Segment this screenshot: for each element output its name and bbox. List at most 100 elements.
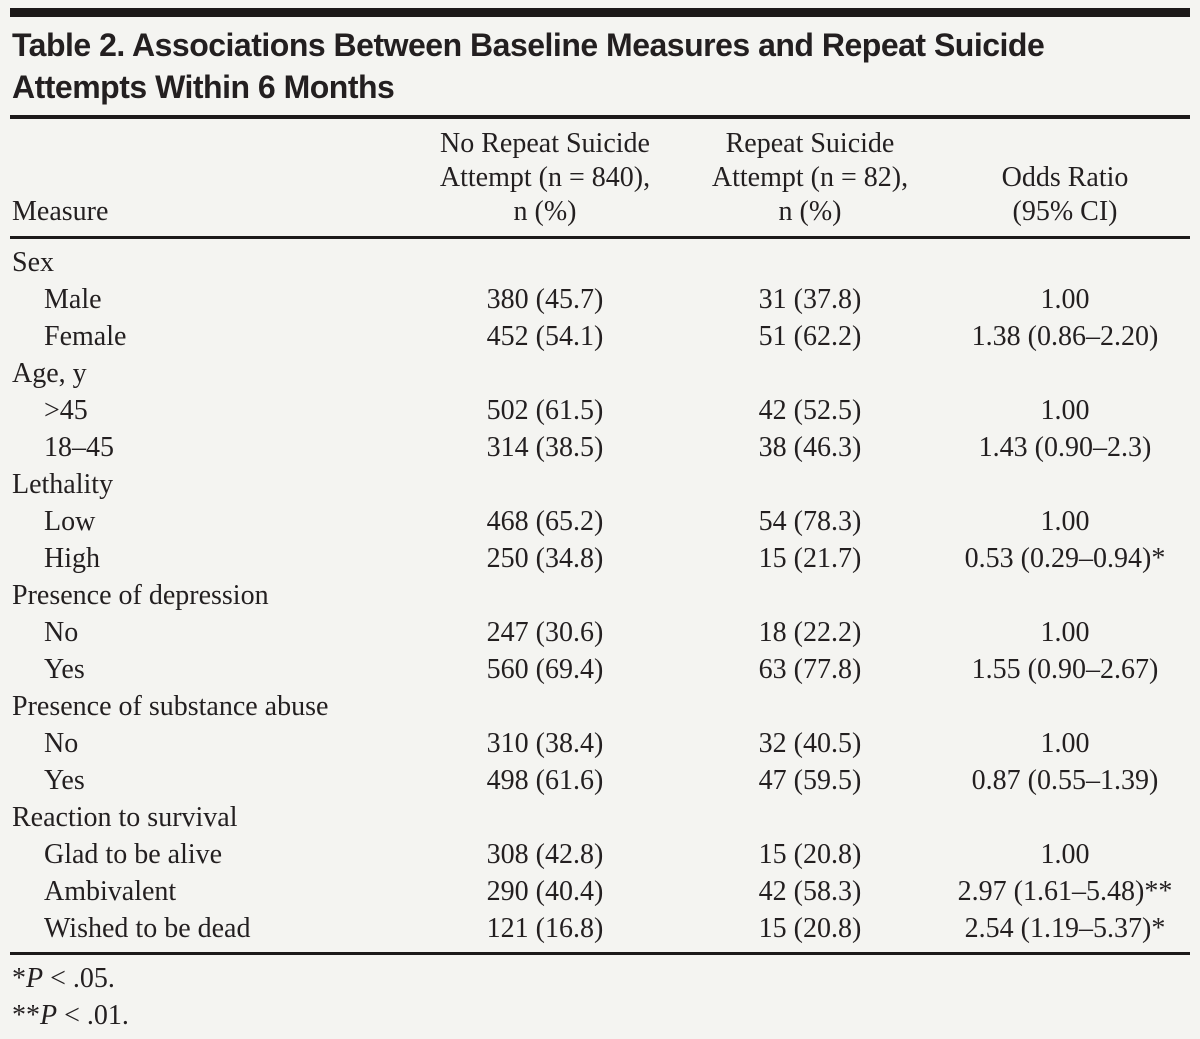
top-rule <box>10 8 1190 17</box>
footnote-text: < .05. <box>43 963 115 994</box>
footnote-marker: * <box>12 963 26 994</box>
group-row: Age, y <box>10 355 1190 392</box>
repeat-cell: 38 (46.3) <box>758 432 862 463</box>
no-repeat-cell: 498 (61.6) <box>486 765 604 796</box>
repeat-cell: 31 (37.8) <box>758 284 862 315</box>
table-row: No 247 (30.6) 18 (22.2) 1.00 <box>10 614 1190 651</box>
row-label: Yes <box>44 654 85 685</box>
odds-ratio-cell: 1.00 <box>1040 395 1090 426</box>
repeat-cell: 15 (20.8) <box>758 913 862 944</box>
table-row: No 310 (38.4) 32 (40.5) 1.00 <box>10 725 1190 762</box>
odds-ratio-cell: 0.87 (0.55–1.39) <box>971 765 1159 796</box>
group-row: Presence of substance abuse <box>10 688 1190 725</box>
row-label: Yes <box>44 765 85 796</box>
column-header-repeat-line2: Attempt (n = 82), <box>711 162 909 193</box>
column-header-odds-ratio-line2: (95% CI) <box>1012 196 1118 227</box>
table-row: >45 502 (61.5) 42 (52.5) 1.00 <box>10 392 1190 429</box>
group-row: Lethality <box>10 466 1190 503</box>
group-row: Sex <box>10 238 1190 282</box>
group-row: Reaction to survival <box>10 799 1190 836</box>
column-header-odds-ratio: Odds Ratio (95% CI) <box>940 119 1190 239</box>
no-repeat-cell: 308 (42.8) <box>486 839 604 870</box>
repeat-cell: 15 (20.8) <box>758 839 862 870</box>
repeat-cell: 18 (22.2) <box>758 617 862 648</box>
table-row: High 250 (34.8) 15 (21.7) 0.53 (0.29–0.94)* <box>10 540 1190 577</box>
odds-ratio-cell: 1.00 <box>1040 284 1090 315</box>
repeat-cell: 47 (59.5) <box>758 765 862 796</box>
row-label: Wished to be dead <box>44 913 251 944</box>
no-repeat-cell: 560 (69.4) <box>486 654 604 685</box>
footnote: **P < .01. <box>12 997 1190 1034</box>
table-title-line2: Attempts Within 6 Months <box>12 69 395 105</box>
table-header: Measure No Repeat Suicide Attempt (n = 8… <box>10 119 1190 239</box>
row-label: Female <box>44 321 127 352</box>
table-row: Ambivalent 290 (40.4) 42 (58.3) 2.97 (1.61–… <box>10 873 1190 910</box>
no-repeat-cell: 121 (16.8) <box>486 913 604 944</box>
group-label: Lethality <box>12 469 114 500</box>
group-label: Presence of substance abuse <box>12 691 329 722</box>
no-repeat-cell: 247 (30.6) <box>486 617 604 648</box>
row-label: Low <box>44 506 96 537</box>
odds-ratio-cell: 1.00 <box>1040 617 1090 648</box>
group-row: Presence of depression <box>10 577 1190 614</box>
row-label: No <box>44 728 79 759</box>
footnote-text: < .01. <box>57 1000 129 1031</box>
row-label: 18–45 <box>44 432 114 463</box>
odds-ratio-cell: 1.55 (0.90–2.67) <box>971 654 1159 685</box>
column-header-measure: Measure <box>10 119 410 239</box>
repeat-cell: 63 (77.8) <box>758 654 862 685</box>
odds-ratio-cell: 1.38 (0.86–2.20) <box>971 321 1159 352</box>
repeat-cell: 15 (21.7) <box>758 543 862 574</box>
group-label: Presence of depression <box>12 580 269 611</box>
data-table: Measure No Repeat Suicide Attempt (n = 8… <box>10 119 1190 955</box>
no-repeat-cell: 310 (38.4) <box>486 728 604 759</box>
repeat-cell: 54 (78.3) <box>758 506 862 537</box>
footnote-p-symbol: P <box>40 1000 58 1031</box>
row-label: High <box>44 543 100 574</box>
repeat-cell: 51 (62.2) <box>758 321 862 352</box>
column-header-no-repeat-line2: Attempt (n = 840), <box>439 162 651 193</box>
column-header-odds-ratio-line1: Odds Ratio <box>1001 162 1129 193</box>
column-header-no-repeat: No Repeat Suicide Attempt (n = 840), n (… <box>410 119 680 239</box>
table-body: Sex Male 380 (45.7) 31 (37.8) 1.00 Female 452 … <box>10 238 1190 954</box>
table-title: Table 2. Associations Between Baseline M… <box>10 17 1190 119</box>
column-header-no-repeat-line3: n (%) <box>513 196 577 227</box>
table-title-line1: Table 2. Associations Between Baseline M… <box>12 27 1045 63</box>
column-header-repeat-line1: Repeat Suicide <box>725 128 895 159</box>
odds-ratio-cell: 1.00 <box>1040 728 1090 759</box>
table-row: 18–45 314 (38.5) 38 (46.3) 1.43 (0.90–2.3) <box>10 429 1190 466</box>
odds-ratio-cell: 0.53 (0.29–0.94)* <box>964 543 1166 574</box>
column-header-no-repeat-line1: No Repeat Suicide <box>440 128 650 159</box>
table-row: Yes 498 (61.6) 47 (59.5) 0.87 (0.55–1.39) <box>10 762 1190 799</box>
footnote: *P < .05. <box>12 960 1190 997</box>
column-header-repeat-line3: n (%) <box>778 196 842 227</box>
no-repeat-cell: 502 (61.5) <box>486 395 604 426</box>
row-label: Male <box>44 284 102 315</box>
table-row: Male 380 (45.7) 31 (37.8) 1.00 <box>10 281 1190 318</box>
no-repeat-cell: 380 (45.7) <box>486 284 604 315</box>
repeat-cell: 32 (40.5) <box>758 728 862 759</box>
group-label: Age, y <box>12 358 87 389</box>
row-label: Glad to be alive <box>44 839 223 870</box>
odds-ratio-cell: 2.54 (1.19–5.37)* <box>964 913 1166 944</box>
header-row: Measure No Repeat Suicide Attempt (n = 8… <box>10 119 1190 239</box>
column-header-repeat: Repeat Suicide Attempt (n = 82), n (%) <box>680 119 940 239</box>
footnotes: *P < .05. **P < .01. <box>10 955 1190 1039</box>
row-label: >45 <box>44 395 88 426</box>
no-repeat-cell: 290 (40.4) <box>486 876 604 907</box>
table-row: Yes 560 (69.4) 63 (77.8) 1.55 (0.90–2.67) <box>10 651 1190 688</box>
group-label: Reaction to survival <box>12 802 238 833</box>
footnote-p-symbol: P <box>26 963 44 994</box>
repeat-cell: 42 (52.5) <box>758 395 862 426</box>
repeat-cell: 42 (58.3) <box>758 876 862 907</box>
table-row: Wished to be dead 121 (16.8) 15 (20.8) 2.54… <box>10 910 1190 954</box>
row-label: No <box>44 617 79 648</box>
group-label: Sex <box>12 247 54 278</box>
no-repeat-cell: 314 (38.5) <box>486 432 604 463</box>
no-repeat-cell: 250 (34.8) <box>486 543 604 574</box>
odds-ratio-cell: 2.97 (1.61–5.48)** <box>957 876 1173 907</box>
table-row: Low 468 (65.2) 54 (78.3) 1.00 <box>10 503 1190 540</box>
no-repeat-cell: 452 (54.1) <box>486 321 604 352</box>
row-label: Ambivalent <box>44 876 177 907</box>
